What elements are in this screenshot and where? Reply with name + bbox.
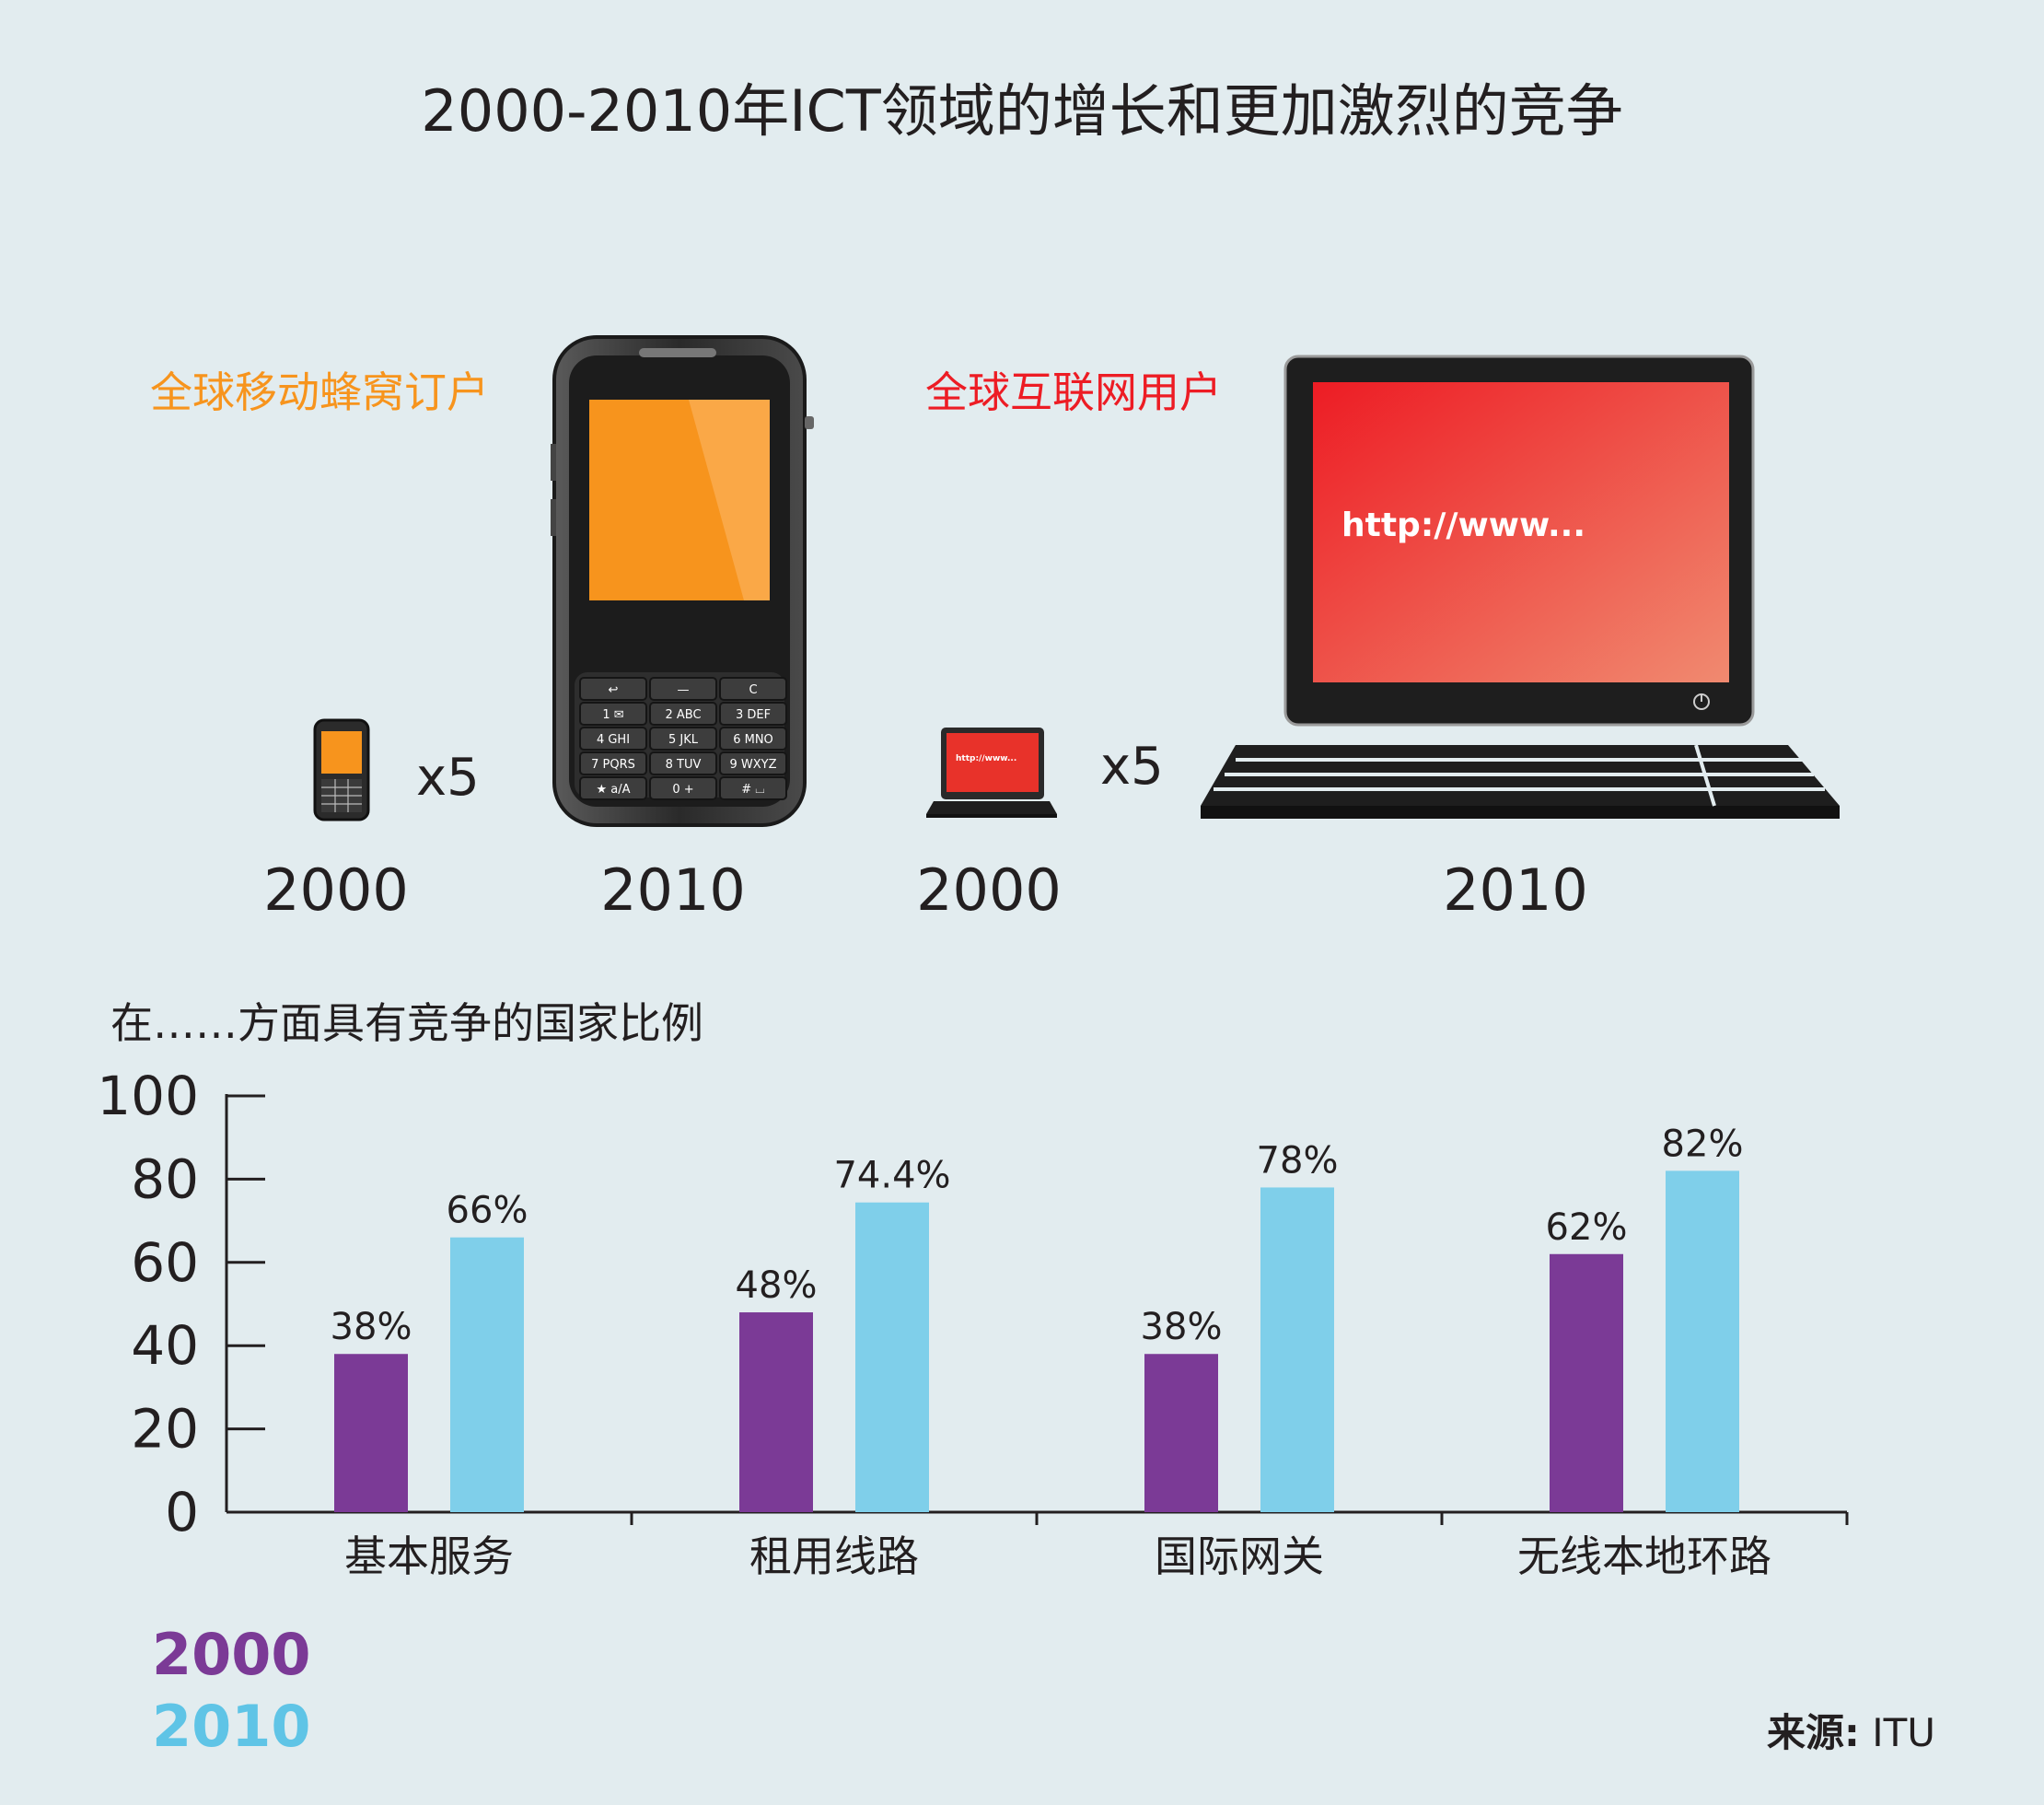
phone-key-label: # ⌴ bbox=[741, 783, 764, 797]
bar-data-label: 38% bbox=[331, 1306, 412, 1348]
y-tick-label: 40 bbox=[131, 1314, 199, 1377]
mobile-year-2000: 2000 bbox=[263, 856, 409, 924]
bar-2010 bbox=[450, 1237, 524, 1512]
internet-year-2000: 2000 bbox=[916, 856, 1062, 924]
internet-year-2010: 2010 bbox=[1443, 856, 1588, 924]
bar-2010 bbox=[855, 1202, 929, 1512]
legend-2000: 2000 bbox=[152, 1621, 311, 1688]
legend-2010: 2010 bbox=[152, 1693, 311, 1760]
phone-key bbox=[649, 702, 717, 726]
phone-key-label: 1 ✉ bbox=[602, 708, 623, 722]
phone-key-label: 3 DEF bbox=[736, 708, 771, 722]
mobile-subscribers-label: 全球移动蜂窝订户 bbox=[150, 367, 489, 417]
bar-2010 bbox=[1260, 1187, 1334, 1512]
source-note: 来源: ITU bbox=[1767, 1702, 1935, 1758]
bar-data-label: 66% bbox=[447, 1190, 528, 1232]
bar-data-label: 62% bbox=[1546, 1206, 1628, 1249]
phone-key bbox=[579, 751, 647, 775]
phone-key-label: 8 TUV bbox=[666, 758, 702, 772]
phone-key bbox=[649, 776, 717, 800]
phone-key bbox=[579, 677, 647, 701]
category-label: 租用线路 bbox=[749, 1531, 919, 1581]
source-label: 来源: bbox=[1767, 1710, 1860, 1755]
bar-chart: 0 20 40 60 80 100 38% 66% 基本服务 48% 74.4% 租用线路 38% 78%… bbox=[97, 1065, 1849, 1581]
phone-key-label: 2 ABC bbox=[665, 708, 701, 722]
y-tick-label: 20 bbox=[131, 1398, 199, 1461]
phone-key-label: 7 PQRS bbox=[591, 758, 635, 772]
phone-key-label: 4 GHI bbox=[597, 733, 630, 747]
mobile-multiplier: x5 bbox=[416, 748, 480, 808]
bar-2000 bbox=[739, 1312, 813, 1512]
phone-key bbox=[719, 751, 787, 775]
chart-title: 在……方面具有竞争的国家比例 bbox=[110, 998, 703, 1048]
phone-key bbox=[719, 776, 787, 800]
phone-key bbox=[649, 727, 717, 751]
y-tick-label: 80 bbox=[131, 1147, 199, 1210]
phone-key bbox=[579, 702, 647, 726]
phone-key-label: 0 + bbox=[672, 783, 693, 797]
small-screen-url: http://www... bbox=[956, 754, 1016, 763]
phone-key-label: 5 JKL bbox=[668, 733, 699, 747]
phone-key bbox=[719, 727, 787, 751]
phone-key-label: ↩ bbox=[609, 683, 619, 697]
screen-url-text: http://www... bbox=[1341, 507, 1585, 544]
bar-data-label: 82% bbox=[1662, 1123, 1744, 1165]
category-label: 无线本地环路 bbox=[1517, 1531, 1771, 1581]
phone-key-label: C bbox=[749, 683, 757, 697]
phone-key-label: 9 WXYZ bbox=[729, 758, 776, 772]
category-label: 基本服务 bbox=[344, 1531, 514, 1581]
small-laptop-icon: http://www... bbox=[926, 728, 1057, 818]
page-title: 2000-2010年ICT领域的增长和更加激烈的竞争 bbox=[421, 77, 1623, 145]
phone-key bbox=[719, 702, 787, 726]
bar-data-label: 38% bbox=[1141, 1306, 1223, 1348]
phone-key bbox=[649, 677, 717, 701]
y-tick-label: 0 bbox=[165, 1481, 199, 1543]
category-label: 国际网关 bbox=[1155, 1531, 1324, 1581]
source-value: ITU bbox=[1872, 1710, 1935, 1755]
bar-data-label: 78% bbox=[1257, 1139, 1339, 1182]
y-tick-label: 100 bbox=[97, 1065, 199, 1127]
internet-users-label: 全球互联网用户 bbox=[925, 367, 1222, 417]
mobile-year-2010: 2010 bbox=[600, 856, 746, 924]
phone-key bbox=[649, 751, 717, 775]
bar-2000 bbox=[334, 1354, 408, 1512]
large-phone-icon: ↩ — C 1 ✉ 2 ABC 3 DEF 4 GHI 5 JKL 6 MNO 7 PQRS 8 T… bbox=[551, 335, 814, 827]
bar-2000 bbox=[1144, 1354, 1218, 1512]
phone-key bbox=[579, 776, 647, 800]
bar-data-label: 74.4% bbox=[833, 1155, 950, 1197]
bar-data-label: 48% bbox=[736, 1264, 818, 1307]
small-phone-icon bbox=[313, 718, 370, 821]
bar-2010 bbox=[1666, 1170, 1739, 1512]
phone-key bbox=[719, 677, 787, 701]
large-laptop-icon: http://www... bbox=[1201, 355, 1840, 819]
phone-key-label: ★ a/A bbox=[596, 783, 630, 797]
y-tick-label: 60 bbox=[131, 1231, 199, 1294]
phone-key bbox=[579, 727, 647, 751]
phone-key-label: — bbox=[678, 683, 690, 697]
phone-key-label: 6 MNO bbox=[733, 733, 773, 747]
bar-2000 bbox=[1550, 1253, 1623, 1512]
internet-multiplier: x5 bbox=[1100, 737, 1164, 797]
